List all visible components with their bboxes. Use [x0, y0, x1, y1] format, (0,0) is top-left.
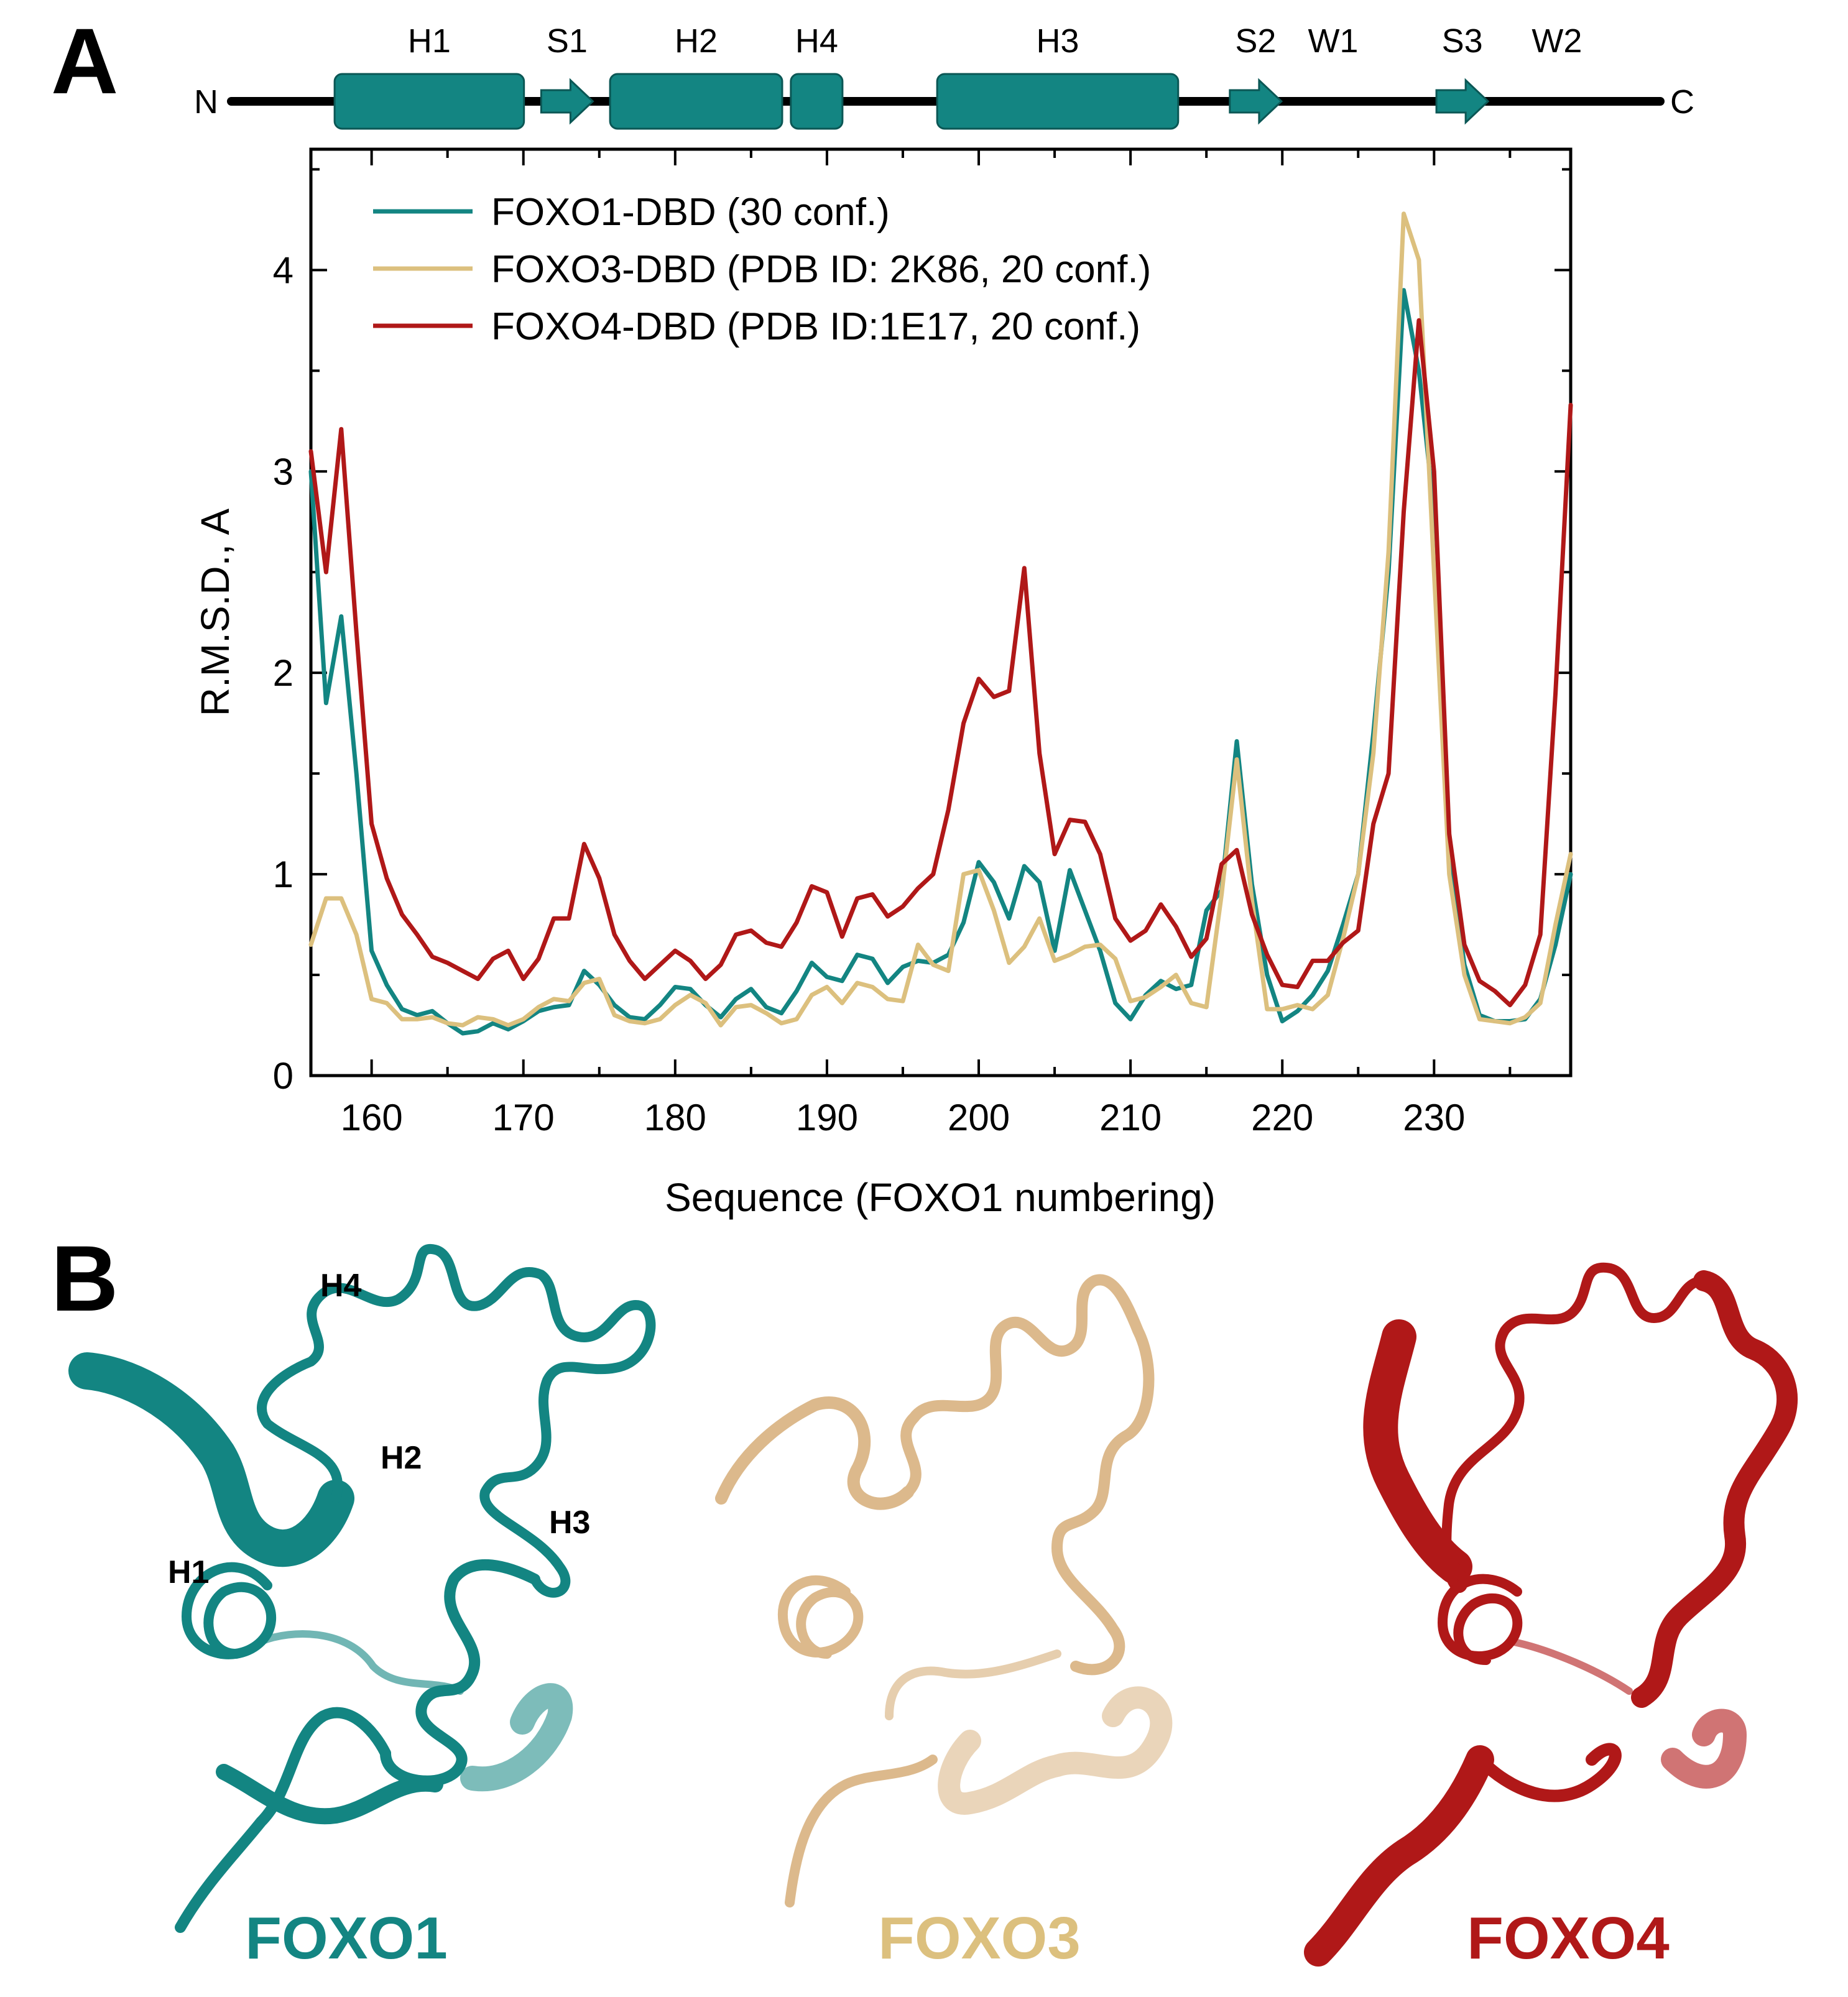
foxo3-name: FOXO3: [878, 1905, 1080, 1972]
y-axis-title: R.M.S.D., A: [193, 509, 238, 717]
chart-legend: FOXO1-DBD (30 conf.) FOXO3-DBD (PDB ID: 2…: [373, 191, 1151, 348]
legend-label-2: FOXO3-DBD (PDB ID: 2K86, 20 conf.): [491, 248, 1151, 291]
topology-helix-h4: [790, 73, 844, 130]
foxo1-structure-ribbon: [68, 1243, 656, 1933]
topology-strand-s1: [540, 78, 594, 125]
n-terminus-label: N: [194, 83, 218, 121]
foxo1-name: FOXO1: [245, 1905, 447, 1972]
topology-helix-h3: [936, 73, 1180, 130]
x-tick-label: 180: [644, 1097, 706, 1138]
topology-label-h4: H4: [795, 22, 838, 60]
c-terminus-label: C: [1670, 83, 1694, 121]
y-tick-label: 3: [273, 451, 293, 492]
secondary-structure-topology: N C H1 S1 H2 H4 H3 S2 W1 S3 W2: [194, 22, 1694, 130]
y-tick-label: 4: [273, 249, 293, 291]
x-tick-label: 190: [796, 1097, 858, 1138]
topology-label-s3: S3: [1442, 22, 1483, 60]
foxo4-structure-ribbon: [1304, 1262, 1798, 1967]
foxo3-structure-ribbon: [715, 1274, 1173, 1907]
y-tick-label: 1: [273, 854, 293, 895]
x-tick-label: 160: [341, 1097, 403, 1138]
label-h1: H1: [168, 1554, 209, 1590]
series-line-2: [308, 211, 1573, 1028]
foxo4-name: FOXO4: [1467, 1905, 1669, 1972]
x-tick-label: 220: [1251, 1097, 1313, 1138]
topology-label-w1: W1: [1308, 22, 1358, 60]
x-tick-label: 210: [1099, 1097, 1162, 1138]
x-tick-label: 170: [492, 1097, 555, 1138]
rmsd-line-chart: 160 170 180 190 200 210 220 230 0 1 2 3 4 Sequence …: [193, 147, 1573, 1220]
plot-frame: [309, 147, 1573, 1077]
topology-strand-s2: [1229, 78, 1283, 125]
x-axis-title: Sequence (FOXO1 numbering): [665, 1175, 1216, 1220]
topology-label-s1: S1: [547, 22, 588, 60]
topology-label-h1: H1: [408, 22, 451, 60]
label-h3: H3: [549, 1505, 590, 1541]
x-tick-label: 230: [1403, 1097, 1465, 1138]
topology-label-h2: H2: [675, 22, 718, 60]
y-tick-label: 0: [273, 1055, 293, 1097]
topology-helix-h1: [333, 73, 525, 130]
x-tick-label: 200: [948, 1097, 1010, 1138]
panel-b-letter: B: [51, 1226, 118, 1331]
topology-strand-s3: [1435, 78, 1490, 125]
panel-a-letter: A: [51, 9, 118, 113]
topology-helix-h2: [609, 73, 783, 130]
y-tick-label: 2: [273, 652, 293, 694]
label-h2: H2: [381, 1440, 422, 1476]
series-line-3: [308, 318, 1573, 1008]
label-h4: H4: [320, 1268, 362, 1304]
topology-label-s2: S2: [1235, 22, 1276, 60]
topology-label-h3: H3: [1036, 22, 1079, 60]
legend-label-1: FOXO1-DBD (30 conf.): [491, 191, 890, 234]
topology-label-w2: W2: [1532, 22, 1582, 60]
legend-label-3: FOXO4-DBD (PDB ID:1E17, 20 conf.): [491, 305, 1140, 348]
